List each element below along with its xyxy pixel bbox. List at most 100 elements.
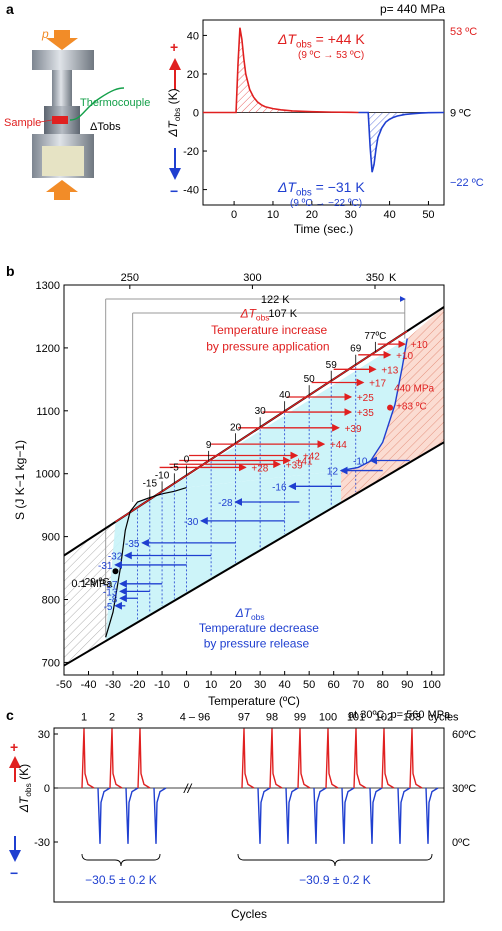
panel-a-down-sign: − [170,183,178,199]
decrease-arrow-label: -13 [103,587,118,598]
press-schematic: p Thermocouple Sample ΔTobs [4,27,150,200]
x-tick-label: 40 [383,209,395,221]
y-axis-label: ΔTobs (K) [17,764,33,813]
heating-spike [241,728,255,789]
cylinder-insert [42,146,84,176]
right-group-brace [237,853,433,867]
panel-a-label: a [6,1,14,17]
thermocouple-wire [69,87,125,121]
cooling-spike [425,787,439,844]
axis-break-mark: // [183,781,193,796]
start-temp-label: -5 [170,462,179,473]
right-temp-label: 30ºC [452,783,476,795]
x-tick-label: 40 [279,679,291,691]
piston-top [32,50,94,70]
decrease-arrow-label: -10 [353,457,368,468]
cycle-label: 99 [294,712,306,724]
text-blue-title: ΔTobs [235,606,265,622]
start-temp-label: -10 [155,470,170,481]
x-tick-label: 20 [306,209,318,221]
region-low-temp-hatch [64,521,126,666]
cooling-spike [125,787,139,844]
x-tick-label: 10 [267,209,279,221]
heating-spike [325,728,339,789]
x-tick-label: 10 [205,679,217,691]
panel-a-pressure: p= 440 MPa [380,2,445,16]
decrease-annotation: ΔTobs = −31 K [277,179,365,199]
panel-c-chart: -30 0 30 60ºC 30ºC 0ºC ΔTobs (K) Cycles 1 2 3 97 98 9… [17,712,476,921]
decrease-annotation-sub: (9 ºC → −22 ºC) [290,198,362,209]
cooling-spike [369,787,383,844]
cooling-spike [285,787,299,844]
x-tick-label: 100 [423,679,441,691]
start-temp-label: 0 [184,454,190,465]
y-axis-label: ΔTobs (K) [166,88,182,137]
y-tick-label: 20 [187,69,199,81]
cooling-spike [397,787,411,844]
y-tick-label: 0 [193,108,199,120]
panel-c-down-sign: − [10,865,18,881]
decrease-arrow-label: -8 [108,594,117,605]
panel-a: a p= 440 MPa p Thermocouple Sample ΔTobs… [4,1,484,236]
cooling-spike [97,787,111,844]
increase-arrow-label: +10 [411,340,428,351]
panel-b-label: b [6,263,15,279]
y-tick-label: -20 [183,146,199,158]
heating-spike [109,728,123,789]
x-tick-label: 20 [229,679,241,691]
plot-frame [63,284,445,676]
y-tick-label: 1000 [36,469,60,481]
curve-0-1-mpa-red [115,330,408,523]
y-tick-label: -30 [34,837,50,849]
cycle-label: 101 [347,712,365,724]
right-label-mid: 9 ºC [450,108,471,120]
x-tick-label: -10 [154,679,170,691]
x-axis-label: Temperature (ºC) [208,694,300,708]
heating-spike [381,728,395,789]
decrease-arrow-label: -28 [218,498,233,509]
text-red-line1: Temperature increase [211,323,327,337]
x-tick-label: 0 [231,209,237,221]
point-minus-29 [112,568,119,575]
y-axis-label: S (J K−1 kg−1) [13,440,27,520]
panel-c-label: c [6,707,14,723]
sample-block [52,116,68,124]
increase-arrow-label: +35 [357,408,374,419]
bottom-pressure-arrow-icon [46,180,78,200]
transition-high-curve [340,338,408,472]
x-tick-label: 80 [377,679,389,691]
start-temp-label: 30 [255,406,267,417]
cycle-label: 102 [375,712,393,724]
y-tick-label: 1100 [36,406,60,418]
y-tick-label: 700 [42,657,60,669]
bracket-122-label: 122 K [261,294,290,306]
heating-spike [81,728,95,789]
x-tick-label: 50 [422,209,434,221]
increase-arrow-label: +28 [251,463,268,474]
thermocouple-label: Thermocouple [80,97,150,109]
heating-spike [269,728,283,789]
text-red-title: ΔTobs [240,307,270,323]
x-tick-label: 0 [184,679,190,691]
right-temp-label: 0ºC [452,837,470,849]
cycle-label: 2 [109,712,115,724]
text-blue-line1: Temperature decrease [199,621,319,635]
decrease-arrow-label: -31 [98,561,113,572]
cooling-spike [257,787,271,844]
p-label: p [41,27,49,41]
x-tick-label: -50 [56,679,72,691]
cycle-label: 1 [81,712,87,724]
increase-arrow-label: +41 [296,457,313,468]
decrease-arrow-label: -16 [272,482,287,493]
increase-area [203,27,359,113]
right-temp-label: 60ºC [452,729,476,741]
piston-rod [52,70,72,108]
y-tick-label: 1200 [36,343,60,355]
increase-annotation: ΔTobs = +44 K [277,31,365,51]
x-axis-label: Cycles [231,907,267,921]
decrease-arrow-label: 12 [327,467,339,478]
x-tick-label: 50 [303,679,315,691]
